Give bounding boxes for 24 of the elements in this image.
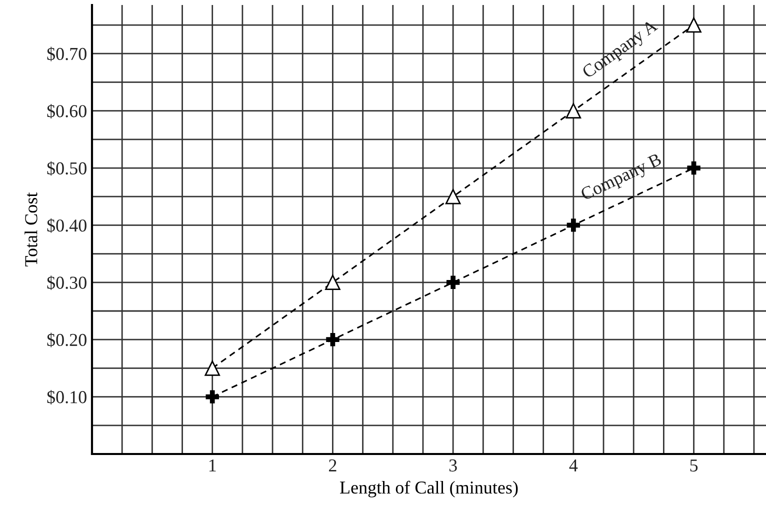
y-tick-label: $0.20	[47, 332, 86, 348]
y-axis-title: Total Cost	[24, 192, 38, 266]
point	[204, 360, 220, 376]
point	[686, 17, 702, 33]
point	[326, 333, 340, 346]
point	[206, 390, 219, 404]
x-tick-label: 2	[328, 459, 336, 472]
x-tick-label: 1	[209, 459, 216, 472]
point	[566, 103, 582, 118]
x-tick-label: 4	[569, 460, 578, 472]
y-tick-label: $0.30	[47, 276, 86, 290]
y-tick-label: $0.70	[47, 46, 86, 62]
point	[566, 218, 580, 232]
point	[445, 188, 461, 204]
x-tick-label: 5	[690, 460, 698, 472]
y-tick-label: $0.40	[47, 218, 86, 233]
point	[687, 161, 700, 175]
point	[446, 276, 460, 290]
x-axis-title: Length of Call (minutes)	[340, 480, 518, 498]
y-tick-label: $0.10	[47, 390, 86, 404]
y-tick-label: $0.60	[47, 104, 86, 118]
x-tick-label: 3	[449, 459, 457, 472]
point	[325, 274, 340, 290]
y-tick-label: $0.50	[47, 161, 86, 176]
